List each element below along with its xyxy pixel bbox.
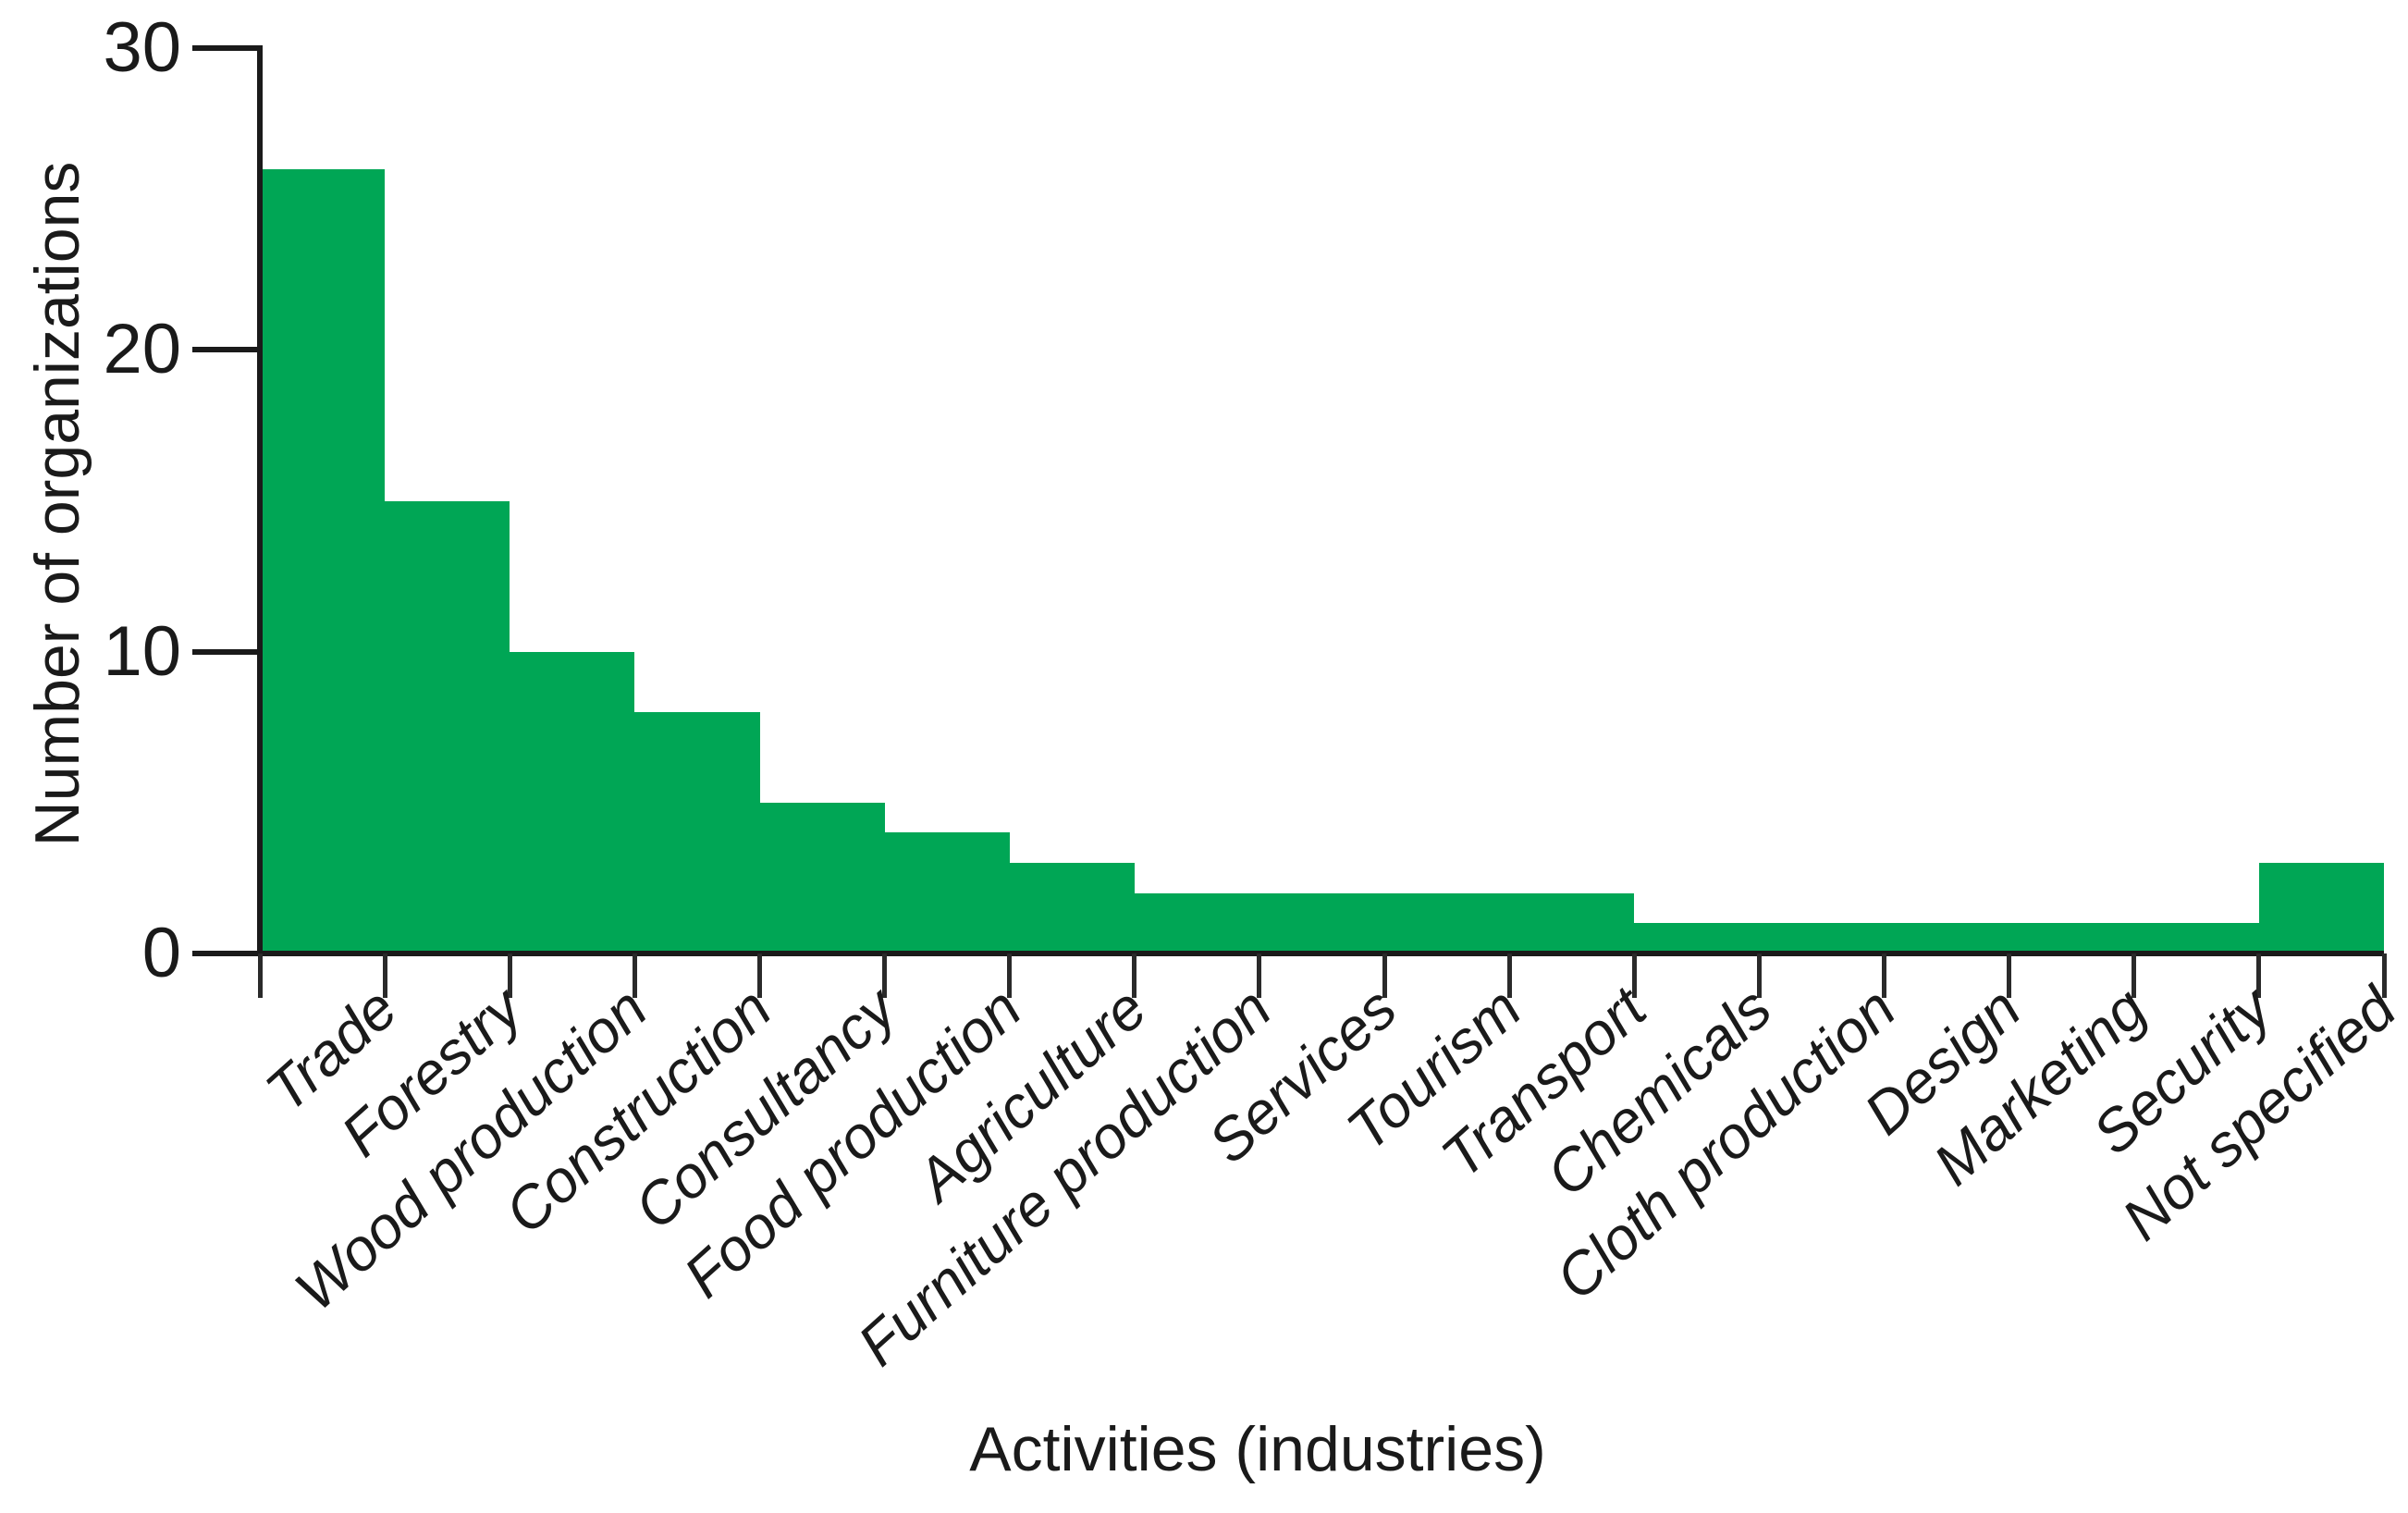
- bar-cloth-production: [1759, 923, 1885, 953]
- bar-agriculture: [1009, 863, 1135, 953]
- bar-food-production: [884, 832, 1010, 953]
- x-tick-13: [1882, 953, 1887, 998]
- bar-wood-production: [510, 651, 635, 953]
- bars-area: [260, 48, 2385, 953]
- y-axis-line: [257, 45, 263, 956]
- x-tick-1: [382, 953, 387, 998]
- bar-furniture-production: [1134, 892, 1259, 953]
- x-tick-11: [1631, 953, 1637, 998]
- bar-design: [1884, 923, 2009, 953]
- x-tick-17: [2381, 953, 2387, 998]
- y-tick-label-0: 0: [141, 914, 181, 992]
- x-tick-4: [756, 953, 762, 998]
- y-tick-0: [192, 951, 260, 956]
- bar-not-specified: [2259, 863, 2385, 953]
- y-tick-label-30: 30: [103, 8, 181, 87]
- bar-construction: [634, 711, 760, 953]
- x-tick-0: [257, 953, 263, 998]
- x-tick-8: [1257, 953, 1262, 998]
- x-tick-5: [882, 953, 888, 998]
- bar-chemicals: [1634, 923, 1760, 953]
- y-tick-20: [192, 347, 260, 353]
- y-axis-title: Number of organizations: [22, 161, 92, 847]
- x-tick-16: [2256, 953, 2262, 998]
- bar-marketing: [2009, 923, 2134, 953]
- y-tick-30: [192, 45, 260, 51]
- x-tick-7: [1132, 953, 1137, 998]
- x-tick-14: [2007, 953, 2012, 998]
- x-tick-2: [507, 953, 512, 998]
- x-tick-3: [632, 953, 637, 998]
- bar-services: [1259, 892, 1385, 953]
- y-tick-10: [192, 648, 260, 655]
- bar-security: [2133, 923, 2259, 953]
- y-tick-label-20: 20: [103, 310, 181, 389]
- x-tick-9: [1382, 953, 1387, 998]
- x-tick-15: [2132, 953, 2137, 998]
- bar-trade: [260, 168, 386, 953]
- bar-consultancy: [759, 802, 885, 953]
- y-tick-label-10: 10: [103, 611, 181, 691]
- bar-tourism: [1384, 892, 1510, 953]
- bar-transport: [1509, 892, 1635, 953]
- x-axis-title: Activities (industries): [969, 1414, 1546, 1484]
- bar-forestry: [385, 500, 510, 953]
- x-tick-12: [1756, 953, 1762, 998]
- x-tick-10: [1506, 953, 1512, 998]
- x-tick-6: [1007, 953, 1013, 998]
- x-axis-line: [257, 951, 2384, 956]
